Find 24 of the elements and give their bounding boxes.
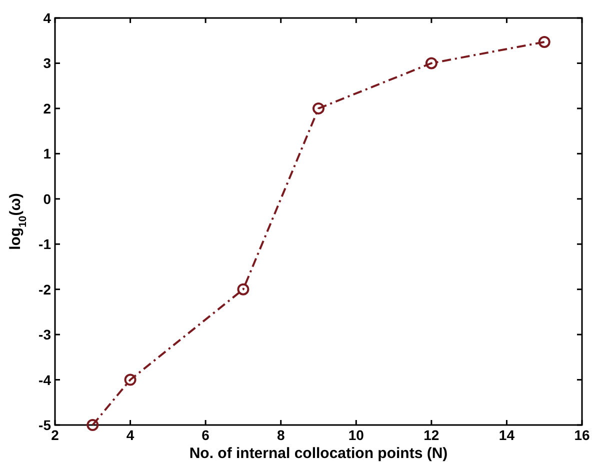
y-tick-label: 1	[43, 146, 52, 162]
point	[124, 374, 136, 386]
point	[538, 36, 550, 48]
y-tick-label: -1	[38, 236, 52, 252]
x-tick-label: 8	[276, 427, 285, 443]
y-tick-label: 0	[43, 190, 52, 207]
x-tick-label: 14	[498, 427, 515, 443]
y-tick-label: -5	[38, 417, 52, 433]
x-tick-label: 4	[126, 427, 134, 443]
y-tick-label: -3	[38, 326, 52, 343]
point	[86, 419, 99, 431]
point	[237, 283, 250, 296]
point	[425, 57, 438, 70]
point	[312, 102, 324, 114]
y-tick-label: 3	[43, 55, 52, 72]
x-axis-title: No. of internal collocation points (N)	[189, 445, 448, 462]
x-tick-label: 6	[202, 427, 210, 443]
y-tick-label: -4	[38, 372, 52, 388]
y-tick-label: -2	[38, 281, 52, 298]
y-tick-label: 4	[43, 10, 52, 26]
y-tick-label: 2	[43, 100, 52, 116]
x-tick-label: 16	[574, 427, 590, 443]
x-tick-label: 12	[424, 427, 440, 443]
x-tick-label: 10	[348, 427, 364, 443]
